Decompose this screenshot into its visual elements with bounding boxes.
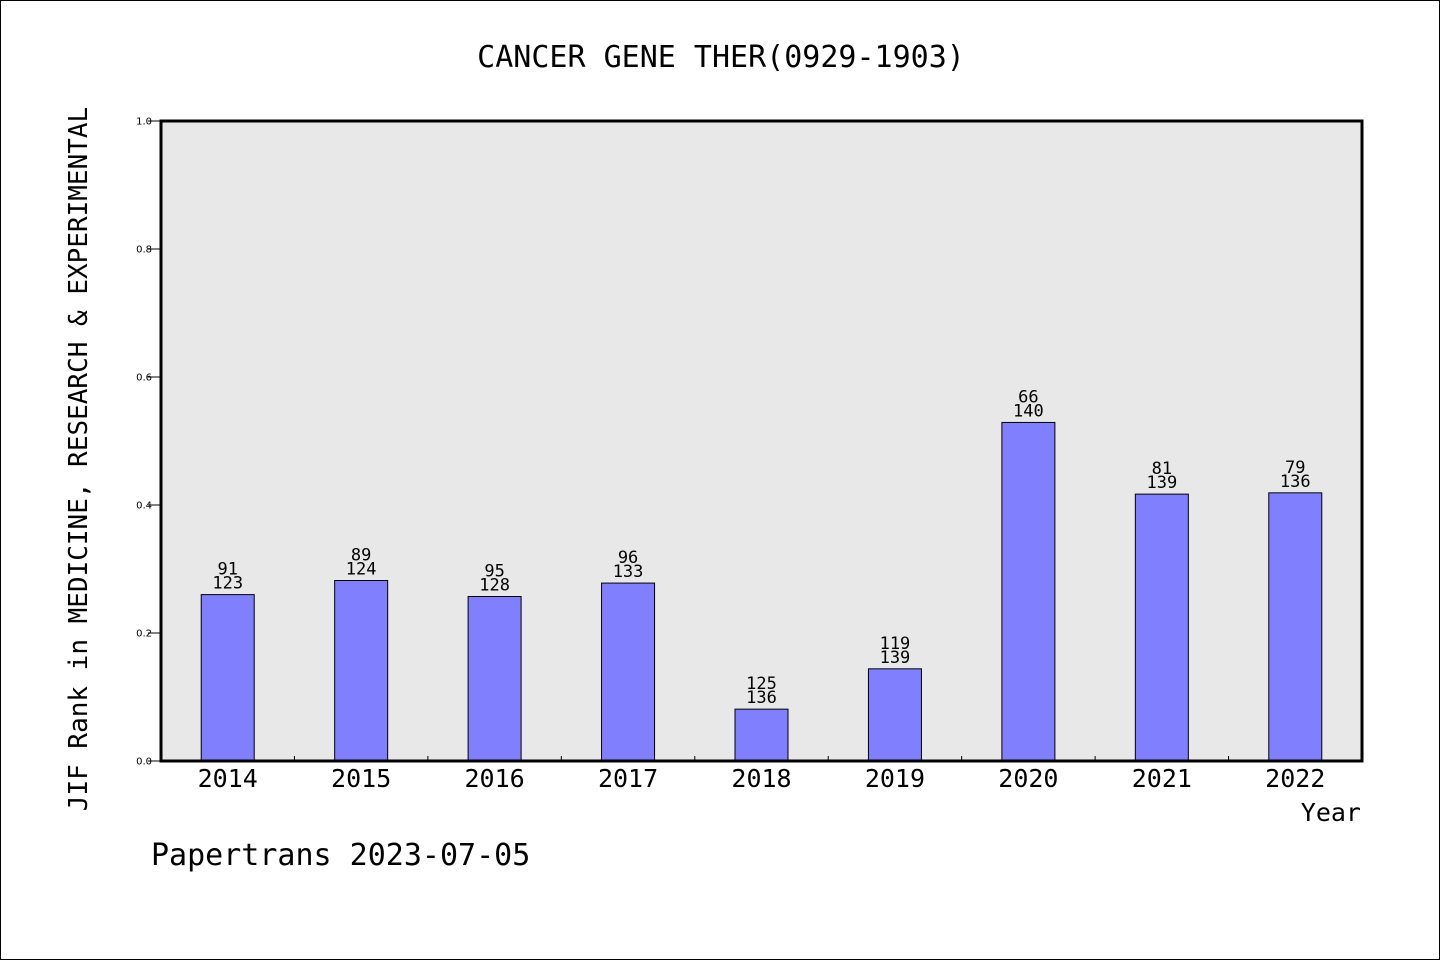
y-tick-label: 0.6 [136,373,152,384]
bar-rank-label: 66 [1018,387,1038,407]
bar [1001,421,1056,762]
bar [1134,493,1189,762]
bar-rank-label: 125 [746,674,777,694]
bar [601,582,656,762]
x-tick-label: 2017 [598,764,658,793]
x-tick-label: 2015 [331,764,391,793]
x-tick-label: 2014 [198,764,258,793]
bar-total-label: 124 [346,560,377,580]
bar-rank-label: 81 [1152,459,1172,479]
bar [867,668,922,762]
plot-border [159,119,1364,763]
bar [467,596,522,762]
bar [200,594,255,762]
x-tick-label: 2020 [998,764,1058,793]
x-tick-label: 2019 [865,764,925,793]
bar-rank-label: 79 [1285,458,1305,478]
y-axis-label: JIF Rank in MEDICINE, RESEARCH & EXPERIM… [64,107,94,811]
bar-total-label: 133 [613,562,644,582]
y-tick-label: 0.4 [136,501,152,512]
bar-rank-label: 89 [351,546,371,566]
bar-total-label: 136 [746,688,777,708]
x-tick-label: 2022 [1265,764,1325,793]
bar-rank-label: 91 [217,560,237,580]
bar-rank-label: 95 [484,562,504,582]
y-tick-label: 1.0 [136,117,152,128]
watermark: Papertrans 2023-07-05 [151,838,530,873]
x-tick-label: 2016 [465,764,525,793]
chart-title: CANCER GENE THER(0929-1903) [477,40,965,75]
bar-total-label: 136 [1280,472,1311,492]
y-tick-label: 0.0 [136,757,152,768]
bar-total-label: 139 [1146,473,1177,493]
x-tick-label: 2018 [731,764,791,793]
bar-total-label: 139 [880,648,911,668]
bar-total-label: 140 [1013,401,1044,421]
bar-total-label: 128 [479,576,510,596]
bar [734,708,789,762]
bar [334,580,389,762]
bar-total-label: 123 [212,574,243,594]
bar [1268,492,1323,762]
x-axis-label: Year [1301,798,1361,827]
bar-rank-label: 96 [618,548,638,568]
y-tick-label: 0.2 [136,629,152,640]
bar-rank-label: 119 [880,634,911,654]
x-tick-label: 2021 [1132,764,1192,793]
y-tick-label: 0.8 [136,245,152,256]
